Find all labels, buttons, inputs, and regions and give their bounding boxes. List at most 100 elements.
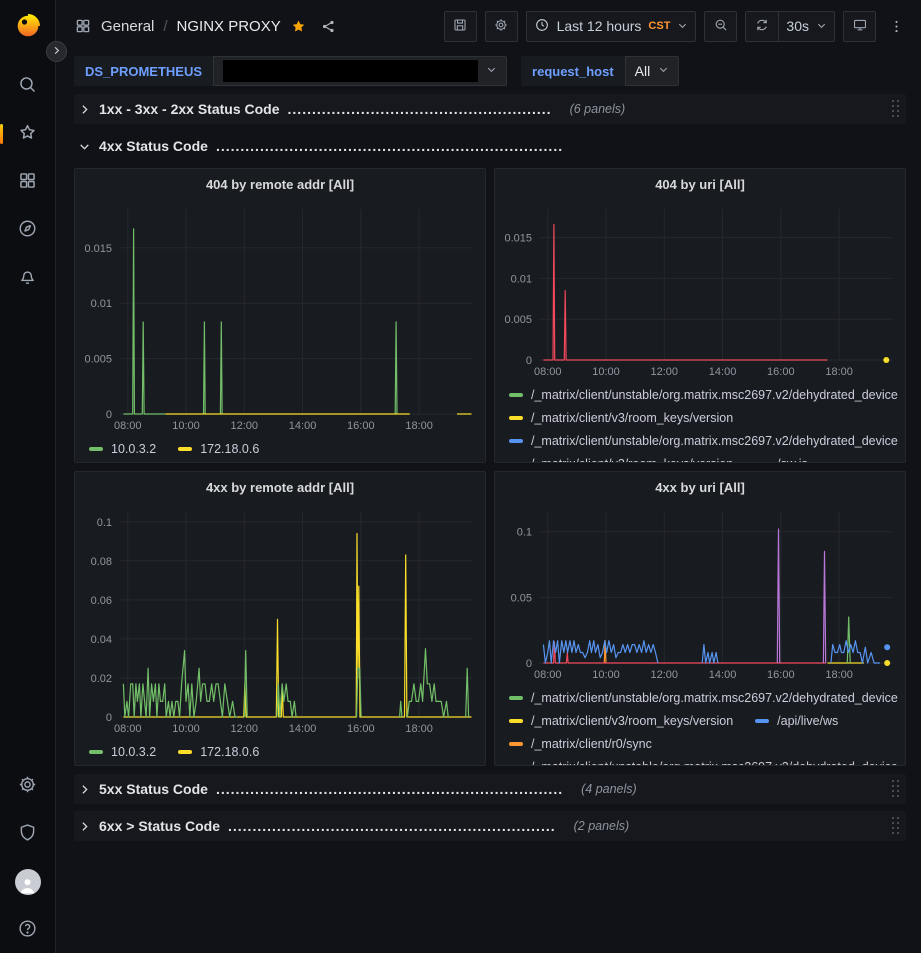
- time-series-chart[interactable]: 08:00 10:00 12:00 14:00 16:00 18:00 0 0.05 0.1: [495, 502, 905, 684]
- variable-request-host-dropdown[interactable]: All: [624, 56, 680, 86]
- dashboard-settings-button[interactable]: [484, 10, 518, 42]
- svg-text:14:00: 14:00: [289, 723, 317, 735]
- series-color-swatch: [509, 718, 523, 723]
- legend-row: 10.0.3.2 172.18.0.6: [89, 740, 479, 763]
- time-series-chart[interactable]: 08:00 10:00 12:00 14:00 16:00 18:00 0 0.005 0.01…: [495, 199, 905, 381]
- svg-text:16:00: 16:00: [347, 723, 375, 735]
- svg-text:0.02: 0.02: [91, 673, 112, 685]
- panel-4xx-by-uri: 4xx by uri [All] 08:00 10:00 12:00 14:00 16:…: [494, 471, 906, 766]
- series-label: /_matrix/client/unstable/org.matrix.msc2…: [531, 387, 898, 402]
- legend-item[interactable]: /_matrix/client/r0/sync: [509, 737, 652, 751]
- series-label: /_matrix/client/unstable/org.matrix.msc2…: [531, 760, 898, 766]
- share-icon[interactable]: [320, 18, 337, 35]
- apps-icon: [74, 17, 92, 35]
- series-color-swatch: [509, 764, 523, 765]
- chevron-down-icon: [78, 140, 91, 153]
- row-drag-handle[interactable]: [892, 780, 900, 798]
- refresh-interval-dropdown[interactable]: 30s: [778, 10, 835, 42]
- legend-item[interactable]: 10.0.3.2: [89, 745, 156, 759]
- row-drag-handle[interactable]: [892, 817, 900, 835]
- svg-text:10:00: 10:00: [172, 723, 200, 735]
- legend-row: /_matrix/client/r0/sync: [509, 732, 899, 755]
- sidebar-item-starred[interactable]: [0, 117, 48, 151]
- row-5xx[interactable]: 5xx Status Code ........................…: [74, 774, 906, 804]
- svg-text:0.01: 0.01: [511, 273, 532, 285]
- svg-text:0.005: 0.005: [84, 354, 112, 366]
- refresh-picker: 30s: [745, 10, 835, 42]
- svg-text:0: 0: [526, 658, 532, 670]
- series-color-swatch: [178, 749, 193, 754]
- time-series-chart[interactable]: 08:00 10:00 12:00 14:00 16:00 18:00 0 0.005 0.01…: [75, 199, 485, 435]
- grafana-logo-icon[interactable]: [13, 11, 43, 41]
- legend-item[interactable]: /_matrix/client/unstable/org.matrix.msc2…: [509, 760, 898, 766]
- gear-icon: [17, 774, 38, 798]
- kebab-menu-icon[interactable]: [884, 18, 909, 35]
- series-label: /api/live/ws: [777, 713, 839, 728]
- legend-row: /_matrix/client/v3/room_keys/version: [509, 406, 899, 429]
- sidebar-item-help[interactable]: [8, 913, 48, 947]
- clock-icon: [534, 17, 550, 36]
- variable-datasource-dropdown[interactable]: [213, 56, 508, 86]
- breadcrumb-folder[interactable]: General: [101, 17, 155, 35]
- panel-title[interactable]: 404 by remote addr [All]: [205, 176, 355, 192]
- chevron-down-icon: [677, 18, 688, 34]
- row-1xx-3xx-2xx[interactable]: 1xx - 3xx - 2xx Status Code ............…: [74, 94, 906, 124]
- sidebar-expand-button[interactable]: [46, 41, 67, 62]
- favorite-star-icon[interactable]: [290, 18, 307, 35]
- series-label: /sw.js: [777, 457, 808, 463]
- avatar: [14, 869, 41, 895]
- panel-title[interactable]: 404 by uri [All]: [655, 176, 745, 192]
- svg-text:0.1: 0.1: [97, 517, 112, 529]
- svg-text:0.05: 0.05: [511, 592, 532, 604]
- series-color-swatch: [178, 446, 193, 451]
- save-icon: [452, 17, 468, 36]
- legend-item[interactable]: /_matrix/client/v3/room_keys/version: [509, 411, 733, 425]
- dashboard-header: General / NGINX PROXY Last 12 hours CST: [56, 0, 921, 52]
- sidebar-item-alerting[interactable]: [8, 261, 48, 295]
- sidebar-item-explore[interactable]: [8, 213, 48, 247]
- legend-row: /_matrix/client/unstable/org.matrix.msc2…: [509, 383, 899, 406]
- zoom-out-time-button[interactable]: [704, 10, 738, 42]
- svg-text:18:00: 18:00: [825, 669, 853, 681]
- series-label: /_matrix/client/v3/room_keys/version: [531, 713, 734, 728]
- refresh-button[interactable]: [745, 10, 779, 42]
- time-series-chart[interactable]: 08:00 10:00 12:00 14:00 16:00 18:00 0 0.02 0.04 0…: [75, 502, 485, 738]
- sidebar-item-server-admin[interactable]: [8, 817, 48, 851]
- legend-item[interactable]: /api/live/ws: [755, 714, 838, 728]
- row-leader: ........................................…: [215, 138, 564, 154]
- variable-request-host: request_host All: [521, 56, 680, 86]
- cycle-view-mode-button[interactable]: [843, 10, 876, 42]
- legend-item[interactable]: /_matrix/client/unstable/org.matrix.msc2…: [509, 388, 898, 402]
- panel-title[interactable]: 4xx by remote addr [All]: [205, 479, 355, 495]
- svg-text:0.015: 0.015: [84, 243, 112, 255]
- time-range-picker[interactable]: Last 12 hours CST: [525, 10, 697, 42]
- svg-text:10:00: 10:00: [592, 366, 620, 378]
- apps-icon: [17, 170, 38, 194]
- sidebar-item-profile[interactable]: [8, 865, 48, 899]
- legend-item[interactable]: 172.18.0.6: [178, 442, 259, 456]
- variable-request-host-value: All: [634, 63, 651, 79]
- svg-text:14:00: 14:00: [289, 420, 317, 432]
- legend-item[interactable]: /_matrix/client/v3/room_keys/version: [509, 457, 733, 462]
- svg-text:0.04: 0.04: [91, 634, 112, 646]
- series-label: 172.18.0.6: [200, 441, 260, 456]
- refresh-interval-value: 30s: [786, 18, 809, 34]
- series-color-swatch: [89, 446, 103, 451]
- legend-item[interactable]: /sw.js: [755, 457, 808, 463]
- dashboard-title[interactable]: NGINX PROXY: [176, 17, 281, 35]
- row-6xx[interactable]: 6xx > Status Code ......................…: [74, 811, 906, 841]
- panel-title[interactable]: 4xx by uri [All]: [655, 479, 745, 495]
- row-drag-handle[interactable]: [892, 100, 900, 118]
- sidebar-item-search[interactable]: [8, 69, 48, 103]
- svg-text:08:00: 08:00: [534, 669, 562, 681]
- legend-item[interactable]: 172.18.0.6: [178, 745, 259, 759]
- row-panel-count: (6 panels): [569, 102, 626, 116]
- legend-item[interactable]: /_matrix/client/unstable/org.matrix.msc2…: [509, 691, 898, 705]
- sidebar-item-configuration[interactable]: [8, 769, 48, 803]
- legend-item[interactable]: 10.0.3.2: [89, 442, 156, 456]
- sidebar-item-dashboards[interactable]: [8, 165, 48, 199]
- legend-item[interactable]: /_matrix/client/v3/room_keys/version: [509, 714, 733, 728]
- row-4xx[interactable]: 4xx Status Code ........................…: [74, 131, 906, 161]
- save-dashboard-button[interactable]: [443, 10, 477, 42]
- legend-item[interactable]: /_matrix/client/unstable/org.matrix.msc2…: [509, 434, 898, 448]
